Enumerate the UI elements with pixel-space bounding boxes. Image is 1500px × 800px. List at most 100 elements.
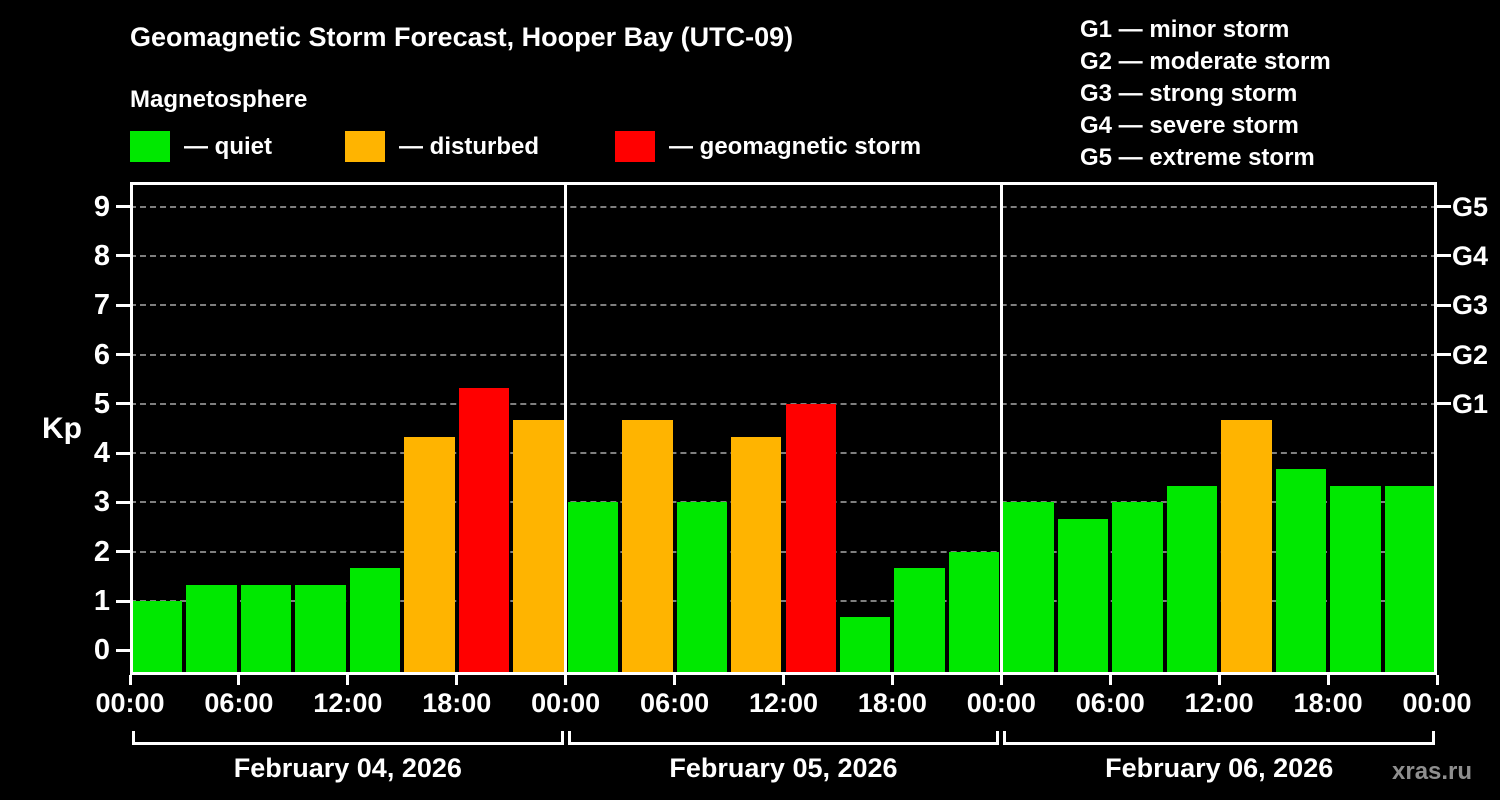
x-tick-label: 12:00 xyxy=(313,688,383,718)
kp-bar xyxy=(567,502,619,675)
y-axis-tick xyxy=(116,648,130,652)
x-tick-label: 00:00 xyxy=(1402,688,1472,718)
kp-bar xyxy=(948,551,1000,675)
kp-bar xyxy=(240,584,292,675)
y-axis-tick xyxy=(116,353,130,357)
x-axis-tick xyxy=(673,675,677,685)
x-axis-tick xyxy=(1108,675,1112,685)
g-level-label: G1 xyxy=(1452,388,1489,419)
x-axis-tick xyxy=(455,675,459,685)
x-tick-label: 00:00 xyxy=(966,688,1036,718)
day-bracket-tick xyxy=(1003,731,1007,745)
g-scale-legend-line: G2 — moderate storm xyxy=(1080,48,1331,75)
legend-item-quiet: — quiet xyxy=(130,131,272,162)
kp-bar xyxy=(458,387,510,675)
y-axis-tick xyxy=(116,303,130,307)
g-axis-tick xyxy=(1437,254,1451,258)
y-axis-tick xyxy=(116,599,130,603)
gridline-kp-4 xyxy=(130,452,1437,455)
legend-swatch-disturbed xyxy=(345,131,385,162)
g-scale-legend: G1 — minor storm G2 — moderate storm G3 — … xyxy=(1080,14,1331,174)
day-bracket-tick xyxy=(560,731,564,745)
g-level-label: G4 xyxy=(1452,240,1489,271)
x-tick-label: 00:00 xyxy=(95,688,165,718)
y-axis-tick xyxy=(116,254,130,258)
g-scale-legend-line: G4 — severe storm xyxy=(1080,112,1299,139)
gridline-kp-8 xyxy=(130,254,1437,257)
g-scale-legend-line: G5 — extreme storm xyxy=(1080,144,1315,171)
legend-item-storm: — geomagnetic storm xyxy=(615,131,921,162)
y-tick-label: 6 xyxy=(93,338,110,371)
kp-bar xyxy=(731,436,782,675)
g-level-label: G2 xyxy=(1452,339,1489,370)
kp-bar xyxy=(404,436,455,675)
date-label: February 04, 2026 xyxy=(233,753,462,783)
gridline-kp-2 xyxy=(130,550,1437,553)
gridline-kp-7 xyxy=(130,304,1437,307)
kp-bar xyxy=(1003,502,1054,675)
x-axis-tick xyxy=(890,675,894,685)
chart-subtitle: Magnetosphere xyxy=(130,86,308,113)
x-tick-label: 06:00 xyxy=(204,688,274,718)
kp-bar xyxy=(349,568,401,675)
legend-item-label: — geomagnetic storm xyxy=(669,132,922,160)
g-axis-tick xyxy=(1437,303,1451,307)
g-axis-tick xyxy=(1437,402,1451,406)
legend-item-label: — quiet xyxy=(184,132,272,160)
y-tick-label: 2 xyxy=(93,535,110,568)
kp-bar xyxy=(1112,502,1163,675)
kp-bar xyxy=(295,584,346,675)
date-label: February 05, 2026 xyxy=(669,753,898,783)
y-tick-label: 7 xyxy=(93,289,110,322)
x-axis-tick xyxy=(564,675,568,685)
day-separator xyxy=(999,182,1003,675)
kp-bar xyxy=(894,568,945,675)
y-tick-label: 4 xyxy=(93,437,110,470)
x-axis-tick xyxy=(782,675,785,685)
x-tick-label: 12:00 xyxy=(1184,688,1254,718)
x-axis-tick xyxy=(237,675,241,685)
y-tick-label: 3 xyxy=(93,486,110,519)
y-tick-label: 9 xyxy=(93,190,110,223)
g-scale-legend-line: G3 — strong storm xyxy=(1080,80,1298,107)
day-bracket-tick xyxy=(567,731,571,745)
y-tick-label: 1 xyxy=(93,585,110,618)
kp-bar xyxy=(1057,518,1109,675)
x-tick-label: 18:00 xyxy=(422,688,492,718)
kp-bar xyxy=(1330,486,1381,675)
x-axis-tick xyxy=(999,675,1003,685)
g-scale-legend-line: G1 — minor storm xyxy=(1080,16,1290,43)
date-label: February 06, 2026 xyxy=(1105,753,1334,783)
x-tick-label: 00:00 xyxy=(531,688,601,718)
kp-bar xyxy=(513,420,564,675)
kp-bar xyxy=(676,502,728,675)
y-axis-tick xyxy=(116,500,130,504)
kp-bar xyxy=(132,601,183,675)
x-tick-label: 18:00 xyxy=(857,688,927,718)
day-bracket-tick xyxy=(132,731,135,745)
x-tick-label: 06:00 xyxy=(1075,688,1145,718)
x-axis-tick xyxy=(1326,675,1330,685)
kp-bar xyxy=(785,403,836,675)
legend-swatch-storm xyxy=(615,131,655,162)
x-axis-tick xyxy=(128,675,132,685)
x-tick-label: 12:00 xyxy=(748,688,819,718)
gridline-kp-3 xyxy=(130,501,1437,504)
y-axis-tick xyxy=(116,550,130,554)
y-tick-label: 5 xyxy=(93,387,110,420)
gridline-kp-5 xyxy=(130,402,1437,405)
y-axis-tick xyxy=(116,205,130,209)
y-axis-title: Kp xyxy=(42,412,82,445)
g-axis-tick xyxy=(1437,353,1451,357)
kp-bar xyxy=(839,617,891,675)
legend-item-label: — disturbed xyxy=(399,132,540,160)
y-axis-tick xyxy=(116,451,130,455)
x-tick-label: 18:00 xyxy=(1293,688,1363,718)
kp-bar xyxy=(622,420,673,675)
kp-bar xyxy=(1166,486,1218,675)
y-tick-label: 0 xyxy=(93,634,110,667)
gridline-kp-9 xyxy=(130,205,1437,208)
kp-bar xyxy=(1275,469,1327,675)
kp-status-legend: — quiet — disturbed — geomagnetic storm xyxy=(130,131,1080,165)
